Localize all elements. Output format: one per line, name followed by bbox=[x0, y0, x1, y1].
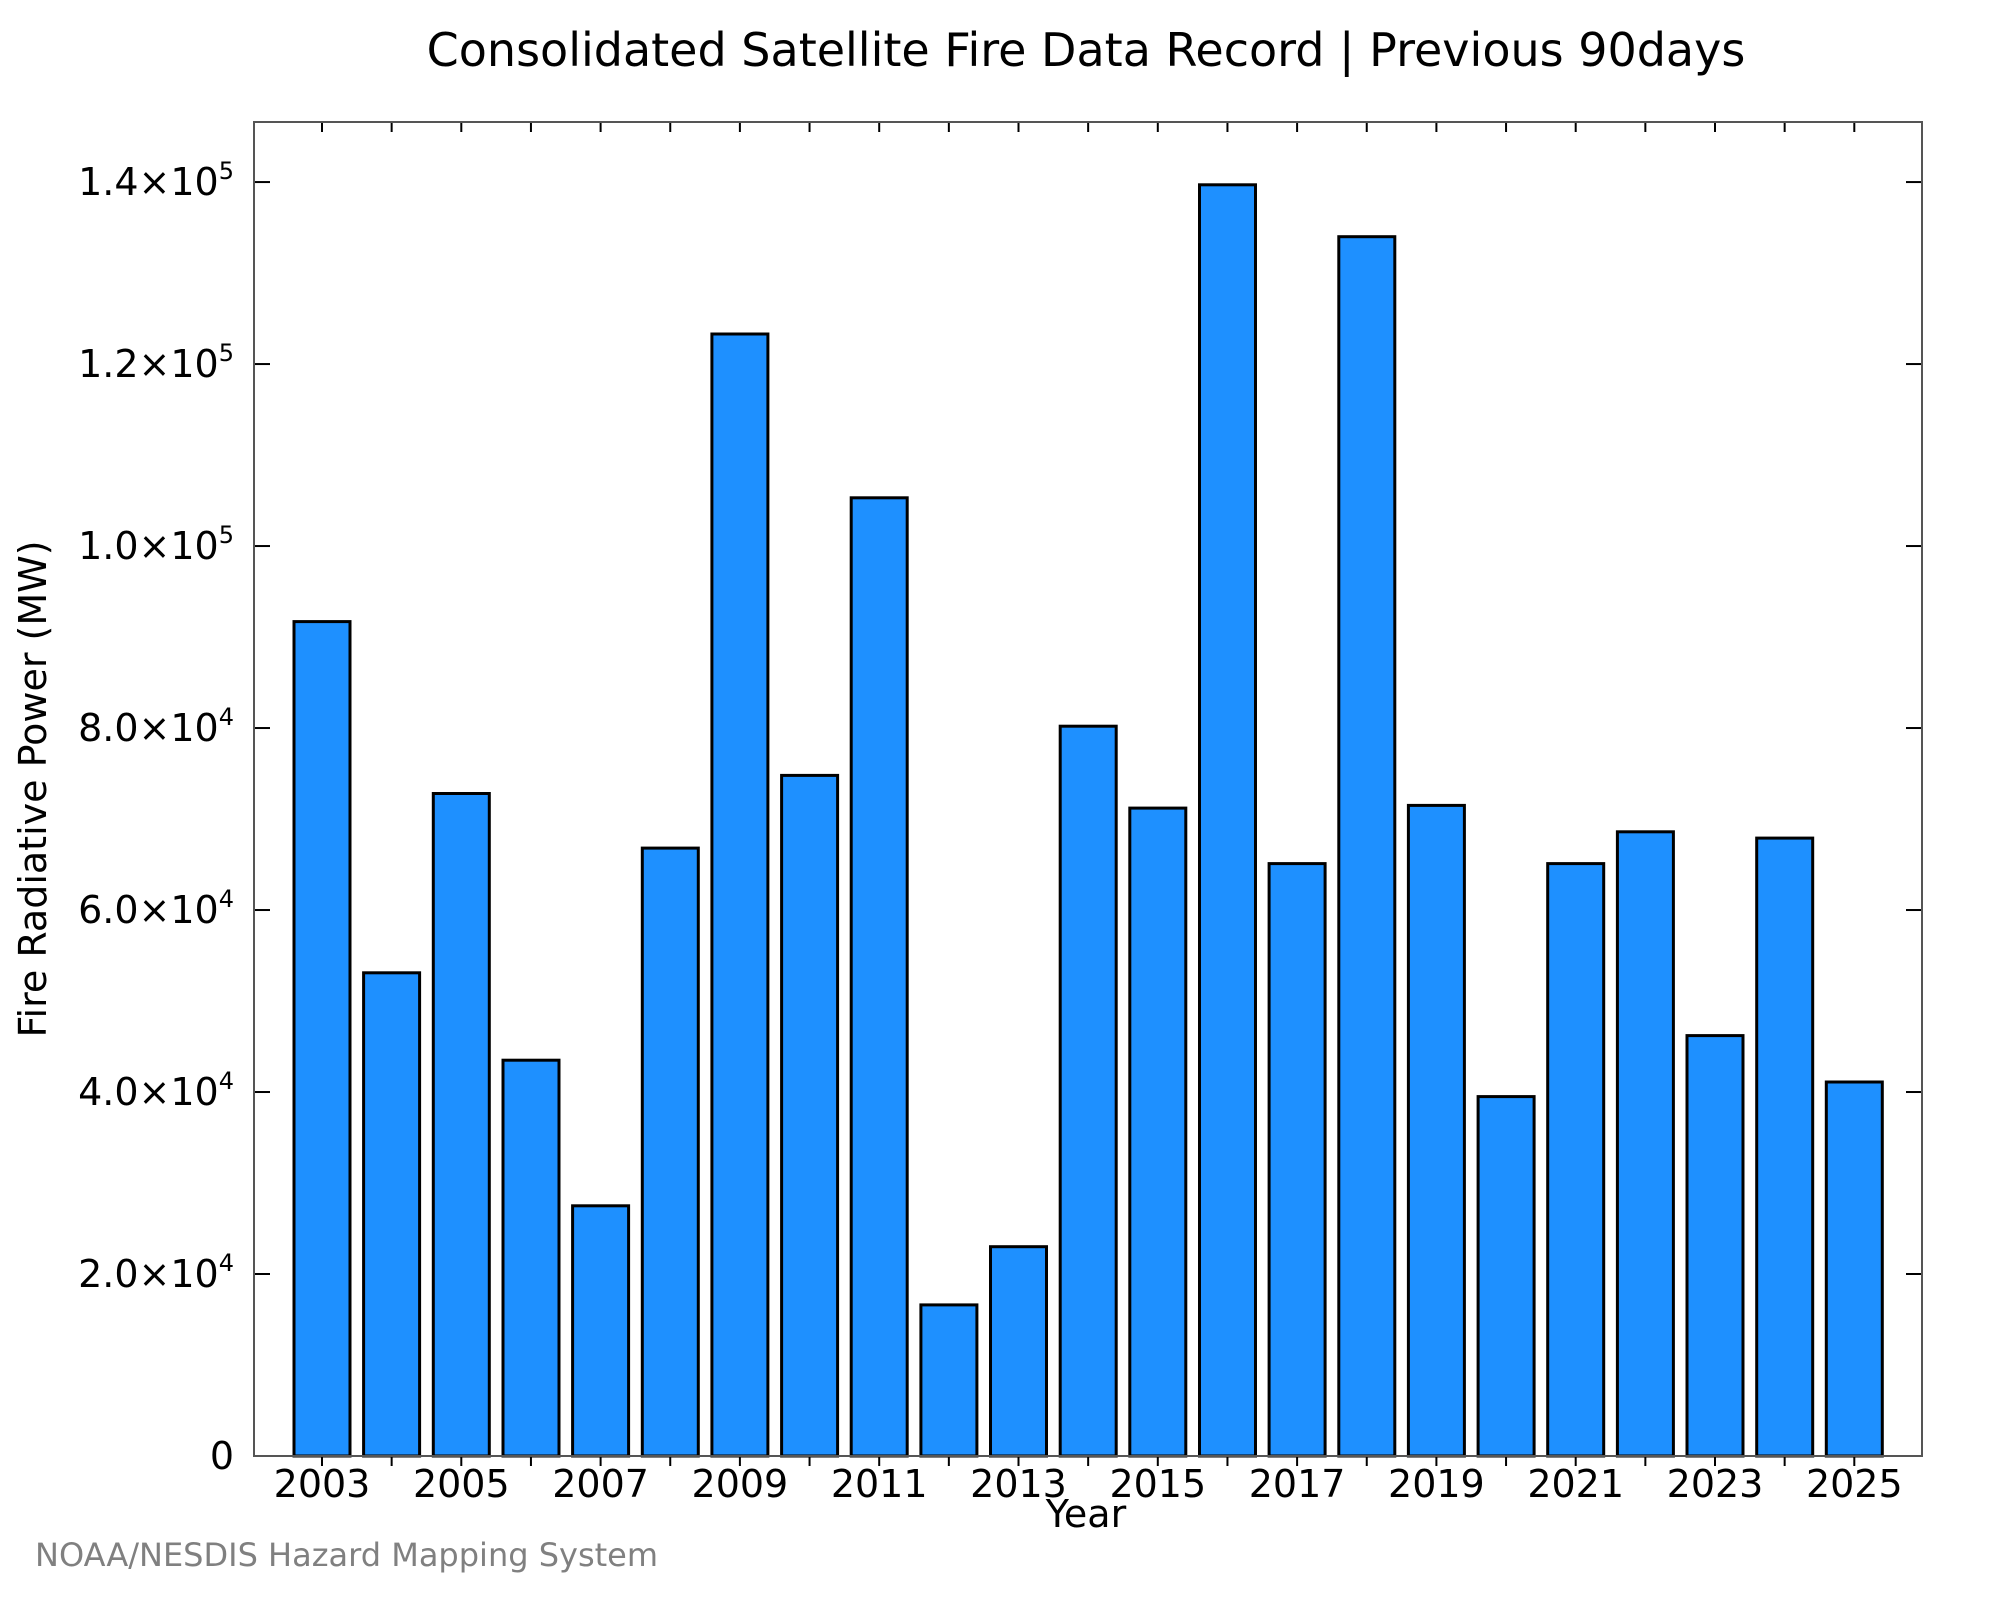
bar-2009 bbox=[710, 332, 770, 1458]
x-tick-label: 2021 bbox=[1527, 1462, 1624, 1506]
y-tick-label: 1.2×105 bbox=[78, 339, 234, 386]
bar-2019 bbox=[1406, 803, 1466, 1458]
bar-2024 bbox=[1755, 836, 1815, 1458]
bar-2006 bbox=[501, 1058, 561, 1458]
x-tick-label: 2011 bbox=[831, 1462, 928, 1506]
ticks-layer bbox=[254, 122, 1922, 1466]
bar-2014 bbox=[1058, 724, 1118, 1458]
x-tick-label: 2003 bbox=[274, 1462, 371, 1506]
x-tick-label: 2009 bbox=[692, 1462, 789, 1506]
x-tick-label: 2017 bbox=[1249, 1462, 1346, 1506]
x-tick-label: 2007 bbox=[552, 1462, 649, 1506]
x-axis-label: Year bbox=[1045, 1492, 1127, 1536]
bar-2004 bbox=[362, 971, 422, 1458]
x-tick-label: 2025 bbox=[1806, 1462, 1903, 1506]
bar-2022 bbox=[1615, 830, 1675, 1458]
bar-2011 bbox=[849, 496, 909, 1458]
y-axis-label: Fire Radiative Power (MW) bbox=[11, 540, 55, 1037]
bar-2007 bbox=[571, 1204, 631, 1458]
bar-2018 bbox=[1337, 235, 1397, 1458]
y-tick-label: 6.0×104 bbox=[78, 885, 234, 932]
bar-2010 bbox=[780, 773, 840, 1458]
credit-text: NOAA/NESDIS Hazard Mapping System bbox=[35, 1536, 658, 1574]
y-tick-label: 0 bbox=[210, 1434, 234, 1478]
y-tick-label: 1.0×105 bbox=[78, 521, 234, 568]
bar-2015 bbox=[1128, 806, 1188, 1458]
bar-2021 bbox=[1546, 862, 1606, 1458]
bar-2008 bbox=[640, 846, 700, 1458]
y-tick-label: 2.0×104 bbox=[78, 1249, 234, 1296]
bar-2012 bbox=[919, 1303, 979, 1458]
x-tick-label: 2013 bbox=[970, 1462, 1067, 1506]
bar-2016 bbox=[1198, 183, 1257, 1458]
bar-2003 bbox=[292, 620, 352, 1458]
bar-2017 bbox=[1267, 862, 1327, 1458]
x-tick-label: 2019 bbox=[1388, 1462, 1485, 1506]
bar-2013 bbox=[989, 1245, 1048, 1458]
bar-2025 bbox=[1824, 1080, 1884, 1458]
chart-title: Consolidated Satellite Fire Data Record … bbox=[427, 23, 1746, 78]
x-tick-label: 2005 bbox=[413, 1462, 510, 1506]
bar-2020 bbox=[1476, 1095, 1536, 1458]
y-tick-label: 4.0×104 bbox=[78, 1067, 234, 1114]
y-tick-label: 1.4×105 bbox=[78, 157, 234, 204]
bar-2023 bbox=[1685, 1034, 1745, 1458]
x-tick-label: 2023 bbox=[1667, 1462, 1764, 1506]
plot-frame bbox=[253, 121, 1923, 1457]
bar-2005 bbox=[431, 792, 491, 1458]
y-tick-labels: 0 2.0×104 4.0×104 6.0×104 8.0×104 1.0×105 1.2×… bbox=[78, 157, 234, 1478]
x-tick-labels: 2003 2005 2007 2009 2011 2013 2015 2017 2019 2021… bbox=[274, 1462, 1903, 1506]
y-tick-label: 8.0×104 bbox=[78, 703, 234, 750]
x-tick-label: 2015 bbox=[1109, 1462, 1206, 1506]
bars-layer bbox=[292, 183, 1884, 1458]
